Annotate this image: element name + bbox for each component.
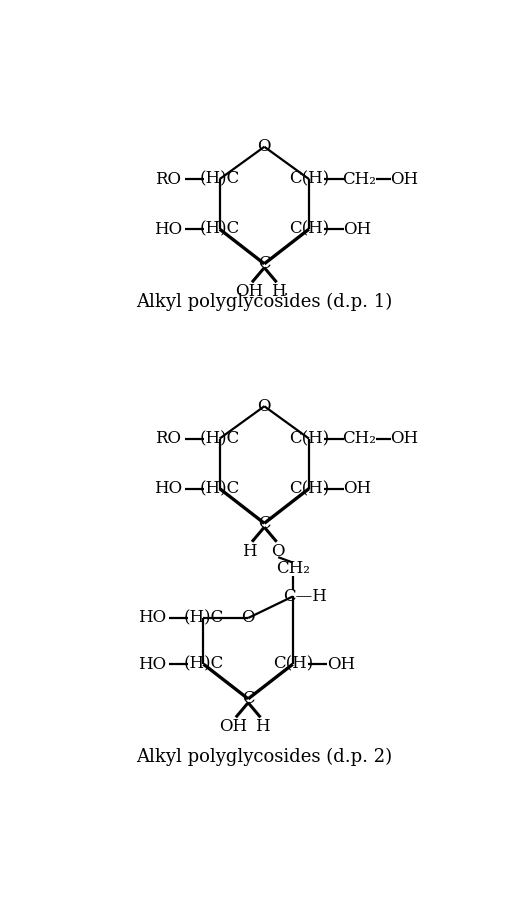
Text: OH: OH: [344, 221, 371, 238]
Text: HO: HO: [138, 609, 166, 627]
Text: C: C: [258, 255, 271, 273]
Text: CH₂: CH₂: [276, 560, 310, 577]
Text: C(H): C(H): [289, 170, 329, 188]
Text: OH: OH: [390, 430, 418, 447]
Text: (H)C: (H)C: [199, 221, 240, 238]
Text: C—H: C—H: [283, 588, 327, 605]
Text: (H)C: (H)C: [199, 430, 240, 447]
Text: C: C: [258, 515, 271, 532]
Text: CH₂: CH₂: [342, 170, 376, 188]
Text: O: O: [271, 543, 285, 559]
Text: C(H): C(H): [289, 221, 329, 238]
Text: OH: OH: [235, 283, 263, 300]
Text: H: H: [271, 283, 285, 300]
Text: Alkyl polyglycosides (d.p. 2): Alkyl polyglycosides (d.p. 2): [136, 748, 392, 766]
Text: RO: RO: [155, 170, 181, 188]
Text: Alkyl polyglycosides (d.p. 1): Alkyl polyglycosides (d.p. 1): [136, 293, 392, 311]
Text: O: O: [242, 609, 255, 627]
Text: HO: HO: [154, 480, 182, 497]
Text: H: H: [242, 543, 256, 559]
Text: C: C: [242, 690, 254, 707]
Text: CH₂: CH₂: [342, 430, 376, 447]
Text: HO: HO: [138, 656, 166, 673]
Text: HO: HO: [154, 221, 182, 238]
Text: (H)C: (H)C: [183, 656, 224, 673]
Text: C(H): C(H): [289, 480, 329, 497]
Text: C(H): C(H): [289, 430, 329, 447]
Text: H: H: [255, 718, 269, 735]
Text: (H)C: (H)C: [199, 170, 240, 188]
Text: C(H): C(H): [272, 656, 313, 673]
Text: (H)C: (H)C: [183, 609, 224, 627]
Text: O: O: [258, 398, 271, 414]
Text: OH: OH: [390, 170, 418, 188]
Text: O: O: [258, 138, 271, 156]
Text: OH: OH: [327, 656, 355, 673]
Text: RO: RO: [155, 430, 181, 447]
Text: (H)C: (H)C: [199, 480, 240, 497]
Text: OH: OH: [344, 480, 371, 497]
Text: OH: OH: [219, 718, 247, 735]
